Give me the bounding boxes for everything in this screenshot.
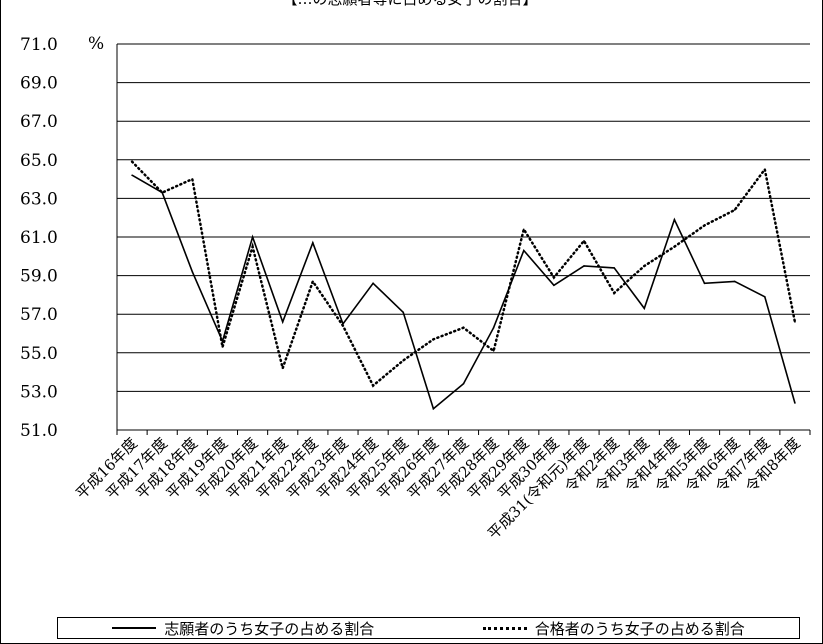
data-point — [342, 324, 344, 327]
y-tick-label: 55.0 — [20, 344, 58, 364]
data-point — [221, 346, 224, 348]
data-point — [161, 191, 163, 194]
data-point — [733, 209, 736, 211]
data-point — [462, 382, 465, 385]
data-point — [643, 307, 646, 310]
data-point — [643, 265, 646, 267]
y-tick-label: 63.0 — [20, 189, 58, 209]
data-point — [402, 359, 405, 362]
legend-label-passers: 合格者のうち女子の占める割合 — [534, 619, 745, 638]
grid-lines — [117, 43, 810, 392]
data-point — [703, 224, 706, 227]
legend-solid-line — [112, 627, 157, 629]
data-point — [312, 280, 314, 283]
data-point — [673, 218, 676, 221]
series-line-0 — [131, 174, 796, 411]
data-point — [281, 367, 284, 370]
data-point — [703, 282, 706, 285]
y-tick-label: 51.0 — [20, 421, 58, 441]
data-point — [613, 292, 615, 294]
legend-entry-applicants: 志願者のうち女子の占める割合 — [112, 618, 374, 639]
series-line-1 — [130, 160, 797, 388]
data-point — [251, 236, 254, 238]
data-point — [432, 407, 435, 410]
legend: 志願者のうち女子の占める割合 合格者のうち女子の占める割合 — [57, 617, 800, 639]
chart-title: 【…の志願者等に占める女子の割合】 — [282, 0, 537, 8]
legend-label-applicants: 志願者のうち女子の占める割合 — [164, 619, 375, 638]
data-point — [733, 280, 736, 283]
axes — [116, 44, 811, 435]
data-point — [191, 178, 194, 180]
data-point — [432, 338, 435, 341]
data-point — [492, 326, 495, 329]
x-tick-labels: 平成16年度平成17年度平成18年度平成19年度平成20年度平成21年度平成22… — [72, 434, 804, 543]
data-point — [492, 350, 495, 352]
data-point — [281, 321, 284, 323]
data-point — [131, 160, 133, 163]
data-point — [372, 282, 374, 285]
data-point — [462, 326, 465, 329]
data-point — [673, 245, 676, 248]
y-tick-labels: 71.0 69.0 67.0 65.0 63.0 61.0 59.0 57.0 55.0 53.0… — [20, 35, 58, 441]
data-point — [764, 296, 766, 298]
y-tick-label: 61.0 — [20, 228, 58, 248]
data-point — [522, 228, 525, 231]
y-tick-label: 65.0 — [20, 151, 58, 171]
y-tick-label: 53.0 — [20, 382, 58, 402]
data-point — [251, 245, 254, 248]
y-tick-label: 57.0 — [20, 305, 58, 325]
data-point — [613, 267, 615, 269]
legend-entry-passers: 合格者のうち女子の占める割合 — [482, 618, 745, 639]
data-point — [553, 284, 555, 287]
data-point — [794, 402, 796, 404]
data-point — [794, 321, 796, 323]
y-tick-label: 59.0 — [20, 267, 58, 287]
y-tick-label: 67.0 — [20, 112, 58, 132]
legend-dotted-line — [482, 626, 527, 630]
series-lines — [130, 160, 797, 411]
data-point — [402, 311, 405, 314]
data-point — [583, 240, 585, 242]
data-point — [583, 265, 585, 267]
data-point — [131, 174, 133, 177]
data-point — [191, 270, 194, 273]
data-point — [764, 168, 766, 171]
y-tick-label: 71.0 — [20, 35, 58, 55]
data-point — [312, 241, 314, 244]
data-point — [553, 276, 555, 279]
data-point — [522, 249, 525, 252]
y-tick-label: 69.0 — [20, 74, 58, 94]
y-unit-label: % — [88, 34, 104, 54]
data-point — [372, 384, 374, 387]
